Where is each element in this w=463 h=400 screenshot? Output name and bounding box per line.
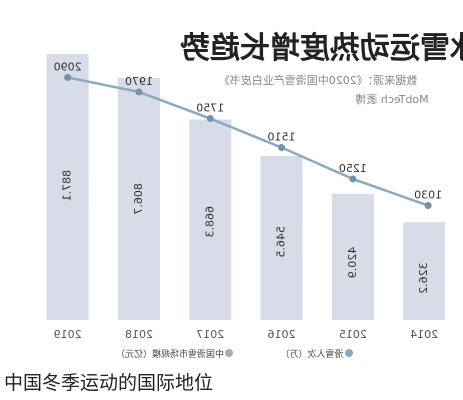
line-point-2018 bbox=[135, 88, 143, 96]
line-label-2015: 1250 bbox=[339, 162, 367, 175]
line-label-2018: 1970 bbox=[125, 75, 153, 88]
legend-swatch-line bbox=[345, 349, 353, 357]
bar-2014 bbox=[403, 222, 446, 320]
line-label-2017: 1750 bbox=[196, 102, 224, 115]
line-point-2015 bbox=[349, 175, 357, 183]
bar-2018 bbox=[117, 77, 160, 321]
legend-label-line: 滑雪人次（万） bbox=[280, 348, 343, 360]
x-tick-2018: 2018 bbox=[125, 328, 153, 341]
line-point-2014 bbox=[424, 202, 432, 210]
line-label-2014: 1030 bbox=[414, 189, 442, 202]
x-tick-2016: 2016 bbox=[268, 328, 296, 341]
caption: 中国冬季运动的国际地位 bbox=[4, 372, 214, 394]
line-series-path bbox=[67, 76, 429, 207]
line-point-2019 bbox=[64, 73, 72, 81]
bar-label-2019: 887.1 bbox=[61, 170, 74, 202]
line-label-2019: 2090 bbox=[54, 60, 82, 73]
bar-2015 bbox=[331, 193, 374, 320]
chart-source: 数据来源：《2020中国滑雪产业白皮书》 bbox=[219, 73, 418, 87]
line-label-2016: 1510 bbox=[268, 131, 296, 144]
bar-2017 bbox=[189, 119, 232, 320]
chart-title: 冰雪运动热度增长趋势 bbox=[180, 31, 463, 66]
bar-label-2016: 546.5 bbox=[275, 226, 288, 258]
bar-2016 bbox=[260, 156, 303, 320]
legend-label-bar: 中国滑雪市场规模（亿元） bbox=[116, 348, 224, 360]
line-point-2017 bbox=[206, 115, 214, 123]
bar-2019 bbox=[46, 53, 89, 321]
line-point-2016 bbox=[278, 144, 286, 152]
bar-label-2017: 668.3 bbox=[203, 206, 216, 238]
legend-swatch-bar bbox=[225, 349, 233, 357]
bar-label-2018: 806.7 bbox=[132, 183, 145, 215]
x-tick-2014: 2014 bbox=[410, 328, 438, 341]
chart-credit: MobTech 袤博 bbox=[355, 92, 428, 106]
bar-label-2014: 326.2 bbox=[417, 262, 430, 294]
x-tick-2015: 2015 bbox=[339, 328, 367, 341]
x-tick-2017: 2017 bbox=[196, 328, 224, 341]
bar-label-2015: 420.9 bbox=[346, 247, 359, 279]
x-tick-2019: 2019 bbox=[54, 328, 82, 341]
